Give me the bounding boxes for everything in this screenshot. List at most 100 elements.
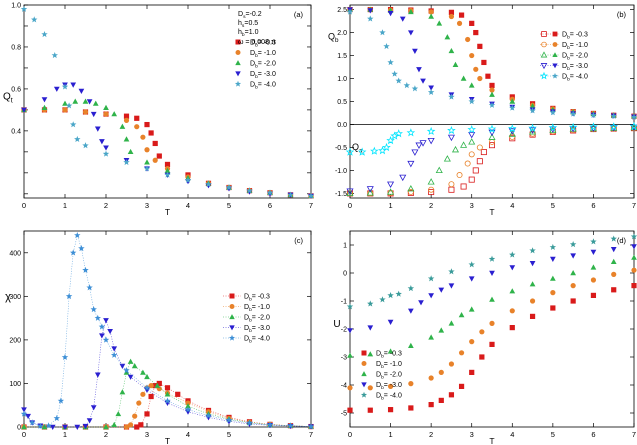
legend-marker bbox=[229, 314, 235, 320]
data-point bbox=[460, 141, 468, 148]
x-tick-label: 1 bbox=[63, 201, 67, 210]
data-point bbox=[266, 421, 274, 428]
data-point bbox=[379, 296, 386, 303]
data-point bbox=[481, 59, 487, 66]
panel-label: (b) bbox=[617, 10, 627, 19]
data-point bbox=[25, 413, 31, 420]
data-point bbox=[407, 285, 415, 292]
data-point bbox=[74, 231, 81, 239]
data-point bbox=[456, 20, 463, 26]
y-tick-label: 0.0 bbox=[337, 122, 347, 129]
data-point bbox=[94, 372, 101, 378]
data-point bbox=[428, 402, 434, 408]
data-point bbox=[346, 8, 354, 15]
legend-marker-open bbox=[539, 71, 549, 80]
data-point bbox=[399, 16, 406, 22]
data-point bbox=[464, 160, 471, 167]
data-point bbox=[477, 75, 483, 82]
data-point bbox=[590, 277, 597, 283]
data-point bbox=[41, 424, 48, 430]
data-point bbox=[473, 66, 479, 72]
data-point bbox=[387, 383, 394, 389]
data-point bbox=[448, 268, 455, 275]
x-tick-label: 4 bbox=[510, 201, 514, 210]
series-1 bbox=[347, 267, 637, 391]
data-point bbox=[111, 421, 118, 428]
legend-label: Db= -3.0 bbox=[562, 63, 588, 72]
data-point bbox=[428, 293, 435, 299]
panel-c: 0 1 2 3 4 5 6 7 0 100 200 300 400 T (c) χ Db= -0.3Db= -1… bbox=[5, 230, 315, 445]
data-point bbox=[448, 181, 455, 188]
x-tick-label: 0 bbox=[22, 430, 26, 439]
data-point bbox=[438, 287, 445, 293]
series-0 bbox=[347, 283, 637, 413]
y-tick-label: 1.0 bbox=[11, 3, 21, 10]
legend-label: Db= -2.0 bbox=[562, 53, 588, 62]
x-axis-label: T bbox=[165, 436, 170, 445]
legend-marker bbox=[229, 325, 235, 331]
x-tick-label: 3 bbox=[145, 430, 149, 439]
data-point bbox=[134, 124, 140, 130]
data-point bbox=[62, 100, 68, 106]
data-point bbox=[307, 192, 315, 199]
x-tick-label: 2 bbox=[104, 201, 108, 210]
data-point bbox=[347, 352, 353, 358]
data-point bbox=[82, 423, 89, 430]
data-point bbox=[386, 136, 395, 145]
data-point bbox=[480, 149, 487, 156]
data-point bbox=[307, 423, 315, 430]
data-point bbox=[20, 5, 28, 12]
data-point bbox=[406, 128, 416, 137]
data-point bbox=[529, 247, 536, 254]
data-point bbox=[590, 292, 597, 298]
data-point bbox=[367, 8, 374, 14]
data-point bbox=[407, 30, 414, 36]
data-point bbox=[152, 157, 158, 163]
data-point bbox=[184, 176, 192, 183]
data-point bbox=[448, 9, 455, 15]
data-point bbox=[185, 403, 191, 409]
data-point bbox=[78, 245, 85, 252]
data-point bbox=[408, 405, 414, 411]
panel-label: (c) bbox=[294, 236, 303, 245]
data-point bbox=[164, 385, 171, 391]
y-tick-label: 1 bbox=[343, 243, 347, 250]
data-point bbox=[438, 327, 445, 333]
data-point bbox=[570, 253, 577, 259]
data-point bbox=[468, 276, 475, 282]
data-point bbox=[529, 128, 537, 135]
legend-marker-open bbox=[541, 31, 547, 37]
data-point bbox=[550, 290, 556, 296]
data-point bbox=[123, 113, 130, 119]
legend-marker bbox=[235, 50, 241, 55]
data-point bbox=[529, 103, 536, 109]
data-point bbox=[123, 117, 130, 123]
data-point bbox=[473, 29, 479, 36]
data-point bbox=[103, 111, 109, 117]
data-point bbox=[94, 314, 102, 321]
legend-label: Db= -0.3 bbox=[250, 40, 276, 49]
data-point bbox=[287, 191, 294, 198]
data-point bbox=[185, 400, 191, 406]
data-point bbox=[489, 341, 495, 347]
legend-label: Db= -2.0 bbox=[244, 315, 270, 324]
legend-marker bbox=[552, 31, 558, 37]
data-point bbox=[28, 419, 36, 426]
data-point bbox=[164, 161, 171, 168]
data-point bbox=[72, 98, 79, 104]
data-point bbox=[426, 126, 436, 136]
x-tick-label: 2 bbox=[104, 430, 108, 439]
plot-frame bbox=[349, 230, 635, 428]
data-point bbox=[184, 406, 192, 413]
legend-marker-open bbox=[540, 63, 548, 70]
data-point bbox=[119, 389, 126, 395]
data-point bbox=[144, 159, 150, 165]
data-point bbox=[82, 98, 89, 104]
data-point bbox=[477, 43, 483, 49]
data-point bbox=[74, 424, 81, 430]
data-point bbox=[408, 381, 414, 387]
series-line bbox=[23, 234, 312, 427]
data-point bbox=[631, 254, 637, 260]
data-point bbox=[548, 123, 558, 132]
data-point bbox=[164, 397, 171, 404]
